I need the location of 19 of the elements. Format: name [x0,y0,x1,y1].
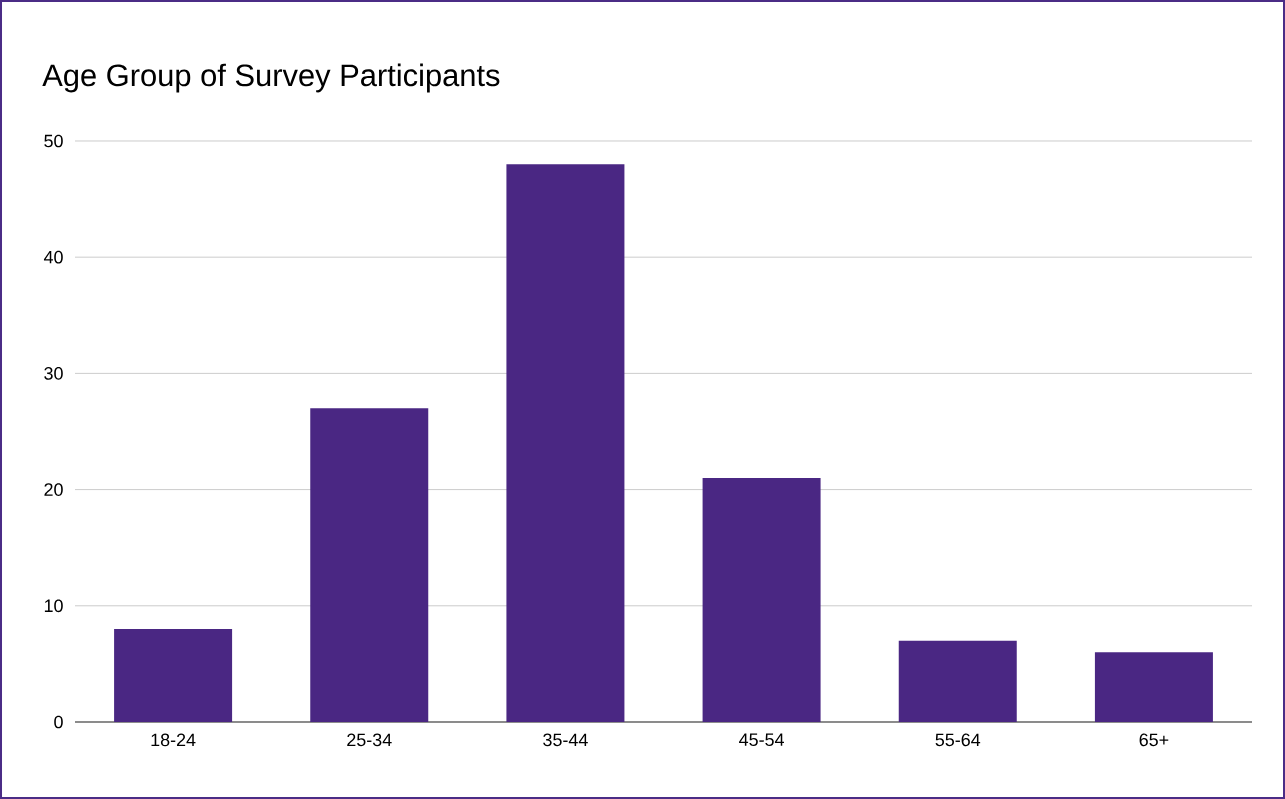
bar [114,629,233,722]
bar [506,164,625,722]
bar [898,640,1017,722]
bar [702,477,821,722]
x-tick-label: 25-34 [347,733,392,747]
x-tick-label: 65+ [1139,733,1169,747]
y-tick-label: 10 [44,599,63,613]
chart-title: Age Group of Survey Participants [42,63,500,93]
x-tick-label: 18-24 [151,733,196,747]
y-tick-label: 40 [43,250,63,264]
x-tick-label: 45-54 [739,733,784,747]
y-tick-label: 30 [44,367,63,380]
y-tick-label: 20 [44,483,63,496]
bar [310,408,429,722]
x-tick-label: 55-64 [935,733,981,747]
y-tick-label: 0 [54,715,63,729]
x-tick-label: 35-44 [543,733,588,747]
y-tick-label: 50 [44,134,63,148]
bar [1094,652,1213,722]
